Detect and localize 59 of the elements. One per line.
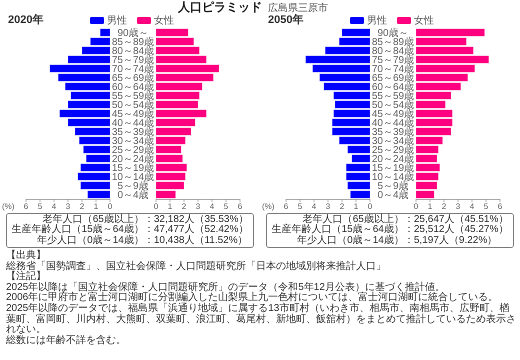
- text: ：47,477人（52.42%）: [144, 224, 248, 236]
- text: ：32,182人（35.53%）: [144, 214, 248, 225]
- x-tick-label: 2: [340, 202, 345, 211]
- text: 2006年に甲府市と富士河口湖町に分割編入した山梨県上九一色村については、富士河口湖町に統合している。: [6, 292, 500, 304]
- text: 総数には年齢不詳を含む。: [6, 334, 127, 346]
- x-tick-label: 6: [238, 202, 243, 211]
- x-tick-label: 0: [368, 202, 373, 211]
- text: 年少人口（0歳～14歳）: [296, 234, 404, 246]
- text: ：25,647人（45.51%）: [404, 214, 508, 225]
- x-tick-label: 2: [80, 202, 85, 211]
- x-tick-label: 4: [312, 202, 317, 211]
- x-tick-label: 5: [298, 202, 303, 211]
- x-tick-label: 3: [326, 202, 331, 211]
- text: 広島県三原市: [268, 2, 328, 14]
- text: 総務省「国勢調査」、国立社会保障・人口問題研究所「日本の地域別将来推計人口」: [6, 260, 387, 272]
- x-tick-label: 2: [182, 202, 187, 211]
- x-tick-label: 5: [484, 202, 489, 211]
- x-tick-label: 1: [354, 202, 359, 211]
- legend-label: 男性: [367, 14, 387, 26]
- x-tick-label: 4: [52, 202, 57, 211]
- y-tick-label: 0～4歳: [117, 189, 149, 202]
- text: ：25,512人（45.27%）: [404, 224, 508, 236]
- y-tick-label: 0～4歳: [377, 189, 409, 202]
- x-tick-label: 6: [24, 202, 29, 211]
- x-tick-label: 6: [284, 202, 289, 211]
- text: (%): [2, 202, 15, 211]
- x-tick-label: 1: [428, 202, 433, 211]
- text: 老年人口（65歳以上）: [302, 214, 404, 225]
- text: 2025年以降は「国立社会保障・人口問題研究所」のデータ（令和5年12月公表）に基づく推計値。: [6, 282, 445, 293]
- x-tick-label: 0: [154, 202, 159, 211]
- text: (%): [262, 202, 275, 211]
- x-tick-label: 1: [168, 202, 173, 211]
- text: 年少人口（0歳～14歳）: [36, 234, 144, 246]
- x-tick-label: 0: [414, 202, 419, 211]
- text: 生産年齢人口（15歳～64歳）: [12, 224, 144, 236]
- text: 人口ピラミッド: [177, 0, 262, 14]
- x-tick-label: 3: [66, 202, 71, 211]
- x-tick-label: 1: [94, 202, 99, 211]
- x-tick-label: 4: [470, 202, 475, 211]
- text: 老年人口（65歳以上）: [42, 214, 144, 225]
- text: 生産年齢人口（15歳～64歳）: [272, 224, 404, 236]
- x-tick-label: 5: [224, 202, 229, 211]
- x-tick-label: 5: [38, 202, 43, 211]
- x-tick-label: 3: [196, 202, 201, 211]
- x-tick-label: 0: [108, 202, 113, 211]
- x-tick-label: 3: [456, 202, 461, 211]
- x-tick-label: 2: [442, 202, 447, 211]
- x-tick-label: 6: [498, 202, 503, 211]
- text: 【出典】: [6, 250, 47, 261]
- x-tick-label: 4: [210, 202, 215, 211]
- text: ：10,438人（11.52%）: [144, 234, 248, 246]
- chart-title: 2050年: [268, 13, 304, 26]
- legend-label: 女性: [154, 14, 174, 26]
- legend-label: 女性: [414, 14, 434, 26]
- text: 2025年以降のデータでは、福島県「浜通り地域」に属する13市町村（いわき市、相馬市、南相馬市、広野町、楢葉町、富岡町、川内村、大熊町、双葉町、浪江町、葛尾村、新地町、飯舘村）をまとめて推計しているため表示されない。: [6, 302, 516, 336]
- text: 【注記】: [6, 271, 46, 282]
- legend-label: 男性: [107, 14, 127, 26]
- text: ：5,197人（9.22%）: [404, 234, 498, 246]
- chart-title: 2020年: [8, 13, 44, 26]
